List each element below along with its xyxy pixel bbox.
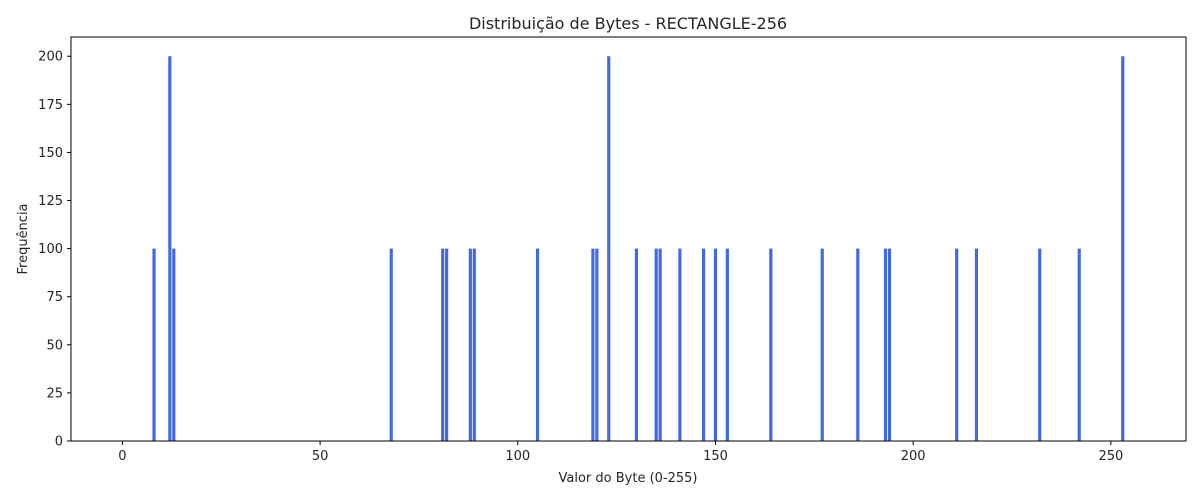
- y-axis-label: Frequência: [16, 203, 31, 274]
- chart-title: Distribuição de Bytes - RECTANGLE-256: [469, 14, 787, 33]
- y-axis: 0 25 50 75 100 125 150 175 200: [38, 50, 71, 450]
- bar-byte-130: [634, 248, 638, 441]
- plot-frame: [70, 36, 1187, 442]
- bar-byte-194: [887, 248, 892, 441]
- bar-byte-88: [468, 248, 472, 441]
- bar-byte-13: [172, 248, 176, 441]
- x-axis: 0 50 100 150 200 250: [118, 441, 1123, 464]
- bars-group: [152, 56, 1125, 442]
- bar-byte-68: [389, 248, 393, 441]
- y-tick-label: 200: [38, 50, 63, 65]
- bar-byte-120: [595, 248, 599, 441]
- bar-byte-177: [820, 248, 824, 441]
- x-axis-label: Valor do Byte (0-255): [559, 471, 698, 486]
- bar-byte-89: [472, 248, 476, 441]
- bar-byte-216: [974, 248, 979, 441]
- y-tick-label: 125: [38, 194, 63, 209]
- bar-byte-153: [725, 248, 729, 441]
- bar-byte-141: [678, 248, 682, 441]
- bar-byte-164: [769, 248, 773, 441]
- x-tick-label: 100: [505, 449, 530, 464]
- y-tick-label: 150: [38, 146, 63, 161]
- bar-byte-81: [441, 248, 445, 441]
- bar-byte-147: [702, 248, 706, 441]
- bar-byte-253: [1121, 56, 1125, 442]
- x-tick-label: 250: [1098, 449, 1123, 464]
- x-tick-label: 150: [703, 449, 728, 464]
- y-tick-label: 50: [46, 338, 63, 353]
- bar-byte-105: [535, 248, 540, 441]
- bar-byte-119: [591, 248, 595, 441]
- y-tick-label: 175: [38, 98, 63, 113]
- bar-byte-136: [658, 248, 662, 441]
- y-tick-label: 0: [55, 435, 63, 450]
- bar-byte-123: [607, 56, 611, 442]
- bar-byte-211: [955, 248, 959, 441]
- bar-byte-232: [1038, 248, 1042, 441]
- bar-byte-193: [883, 248, 888, 441]
- bar-byte-135: [654, 248, 658, 441]
- bar-byte-242: [1077, 248, 1081, 441]
- y-tick-label: 75: [46, 290, 63, 305]
- x-tick-label: 200: [901, 449, 926, 464]
- bar-byte-82: [445, 248, 449, 441]
- bar-byte-8: [152, 248, 156, 441]
- y-tick-label: 25: [46, 386, 63, 401]
- bar-byte-12: [168, 56, 172, 442]
- bar-byte-186: [856, 248, 860, 441]
- x-tick-label: 50: [312, 449, 329, 464]
- x-tick-label: 0: [118, 449, 126, 464]
- bar-byte-150: [713, 248, 718, 441]
- y-tick-label: 100: [38, 242, 63, 257]
